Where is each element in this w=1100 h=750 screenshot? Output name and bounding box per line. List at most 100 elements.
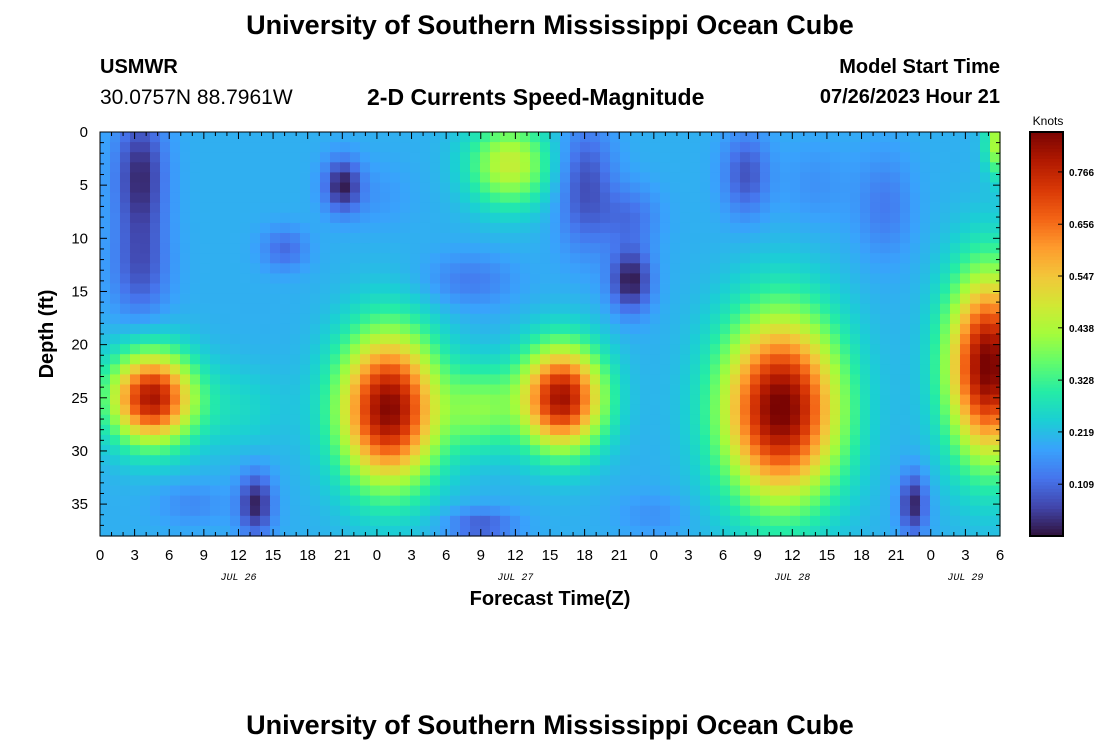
heatmap-cell xyxy=(820,313,831,325)
heatmap-cell xyxy=(220,253,231,264)
heatmap-cell xyxy=(720,253,731,264)
heatmap-cell xyxy=(600,293,611,305)
heatmap-cell xyxy=(440,344,451,355)
heatmap-cell xyxy=(610,364,621,375)
heatmap-cell xyxy=(610,152,621,163)
heatmap-cell xyxy=(200,142,211,153)
heatmap-cell xyxy=(530,364,541,375)
x-tick-label: 9 xyxy=(754,547,762,564)
heatmap-cell xyxy=(370,323,381,335)
heatmap-cell xyxy=(810,222,821,234)
heatmap-cell xyxy=(490,283,501,295)
heatmap-cell xyxy=(110,495,121,507)
heatmap-cell xyxy=(250,495,261,507)
heatmap-cell xyxy=(760,182,771,194)
heatmap-cell xyxy=(570,424,581,436)
heatmap-cell xyxy=(800,334,811,345)
heatmap-cell xyxy=(740,445,751,456)
heatmap-cell xyxy=(790,525,801,537)
heatmap-cell xyxy=(540,495,551,507)
heatmap-cell xyxy=(350,384,361,396)
heatmap-cell xyxy=(220,283,231,295)
heatmap-cell xyxy=(150,465,161,476)
colorbar-segment xyxy=(1030,330,1063,335)
colorbar-segment xyxy=(1030,276,1063,281)
heatmap-cell xyxy=(180,243,191,254)
heatmap-cell xyxy=(250,313,261,325)
heatmap-cell xyxy=(450,364,461,375)
heatmap-cell xyxy=(590,273,601,285)
heatmap-cell xyxy=(180,132,191,143)
heatmap-cell xyxy=(970,465,981,476)
heatmap-cell xyxy=(690,525,701,537)
heatmap-cell xyxy=(420,445,431,456)
heatmap-cell xyxy=(260,243,271,254)
heatmap-cell xyxy=(540,364,551,375)
heatmap-cell xyxy=(150,162,161,173)
colorbar-segment xyxy=(1030,512,1063,517)
heatmap-cell xyxy=(920,273,931,285)
heatmap-cell xyxy=(280,212,291,224)
heatmap-cell xyxy=(610,374,621,386)
heatmap-cell xyxy=(670,344,681,355)
colorbar-segment xyxy=(1030,222,1063,227)
heatmap-cell xyxy=(110,435,121,446)
heatmap-cell xyxy=(940,132,951,143)
heatmap-cell xyxy=(650,475,661,487)
heatmap-cell xyxy=(870,424,881,436)
heatmap-cell xyxy=(130,263,141,274)
heatmap-cell xyxy=(360,243,371,254)
heatmap-cell xyxy=(850,152,861,163)
heatmap-cell xyxy=(490,303,501,315)
heatmap-cell xyxy=(320,263,331,274)
heatmap-cell xyxy=(710,424,721,436)
heatmap-cell xyxy=(360,445,371,456)
heatmap-cell xyxy=(410,142,421,153)
heatmap-cell xyxy=(920,354,931,365)
heatmap-cell xyxy=(170,192,181,204)
heatmap-cell xyxy=(160,505,171,517)
heatmap-cell xyxy=(830,212,841,224)
heatmap-cell xyxy=(290,142,301,153)
heatmap-cell xyxy=(990,293,1001,305)
y-tick-label: 25 xyxy=(71,390,88,407)
heatmap-cell xyxy=(810,182,821,194)
heatmap-cell xyxy=(830,344,841,355)
heatmap-cell xyxy=(120,455,131,466)
heatmap-cell xyxy=(930,253,941,264)
heatmap-cell xyxy=(580,253,591,264)
heatmap-cell xyxy=(270,475,281,487)
heatmap-cell xyxy=(890,132,901,143)
heatmap-cell xyxy=(710,455,721,466)
heatmap-cell xyxy=(260,132,271,143)
heatmap-cell xyxy=(330,334,341,345)
heatmap-cell xyxy=(960,515,971,527)
heatmap-cell xyxy=(630,202,641,214)
heatmap-cell xyxy=(310,132,321,143)
heatmap-cell xyxy=(720,303,731,315)
heatmap-cell xyxy=(510,233,521,244)
heatmap-cell xyxy=(460,253,471,264)
heatmap-cell xyxy=(440,374,451,386)
heatmap-cell xyxy=(110,525,121,537)
x-tick-label: 0 xyxy=(927,547,935,564)
heatmap-cell xyxy=(740,233,751,244)
heatmap-cell xyxy=(270,414,281,426)
colorbar-segment xyxy=(1030,185,1063,190)
colorbar-segment xyxy=(1030,438,1063,443)
heatmap-cell xyxy=(750,455,761,466)
heatmap-cell xyxy=(530,424,541,436)
heatmap-cell xyxy=(400,132,411,143)
heatmap-cell xyxy=(190,253,201,264)
heatmap-cell xyxy=(340,212,351,224)
heatmap-cell xyxy=(830,293,841,305)
heatmap-cell xyxy=(640,404,651,416)
heatmap-cell xyxy=(940,273,951,285)
heatmap-cell xyxy=(430,132,441,143)
heatmap-cell xyxy=(200,313,211,325)
heatmap-cell xyxy=(610,233,621,244)
heatmap-cell xyxy=(410,364,421,375)
heatmap-cell xyxy=(840,162,851,173)
heatmap-cell xyxy=(760,394,771,406)
heatmap-cell xyxy=(780,515,791,527)
